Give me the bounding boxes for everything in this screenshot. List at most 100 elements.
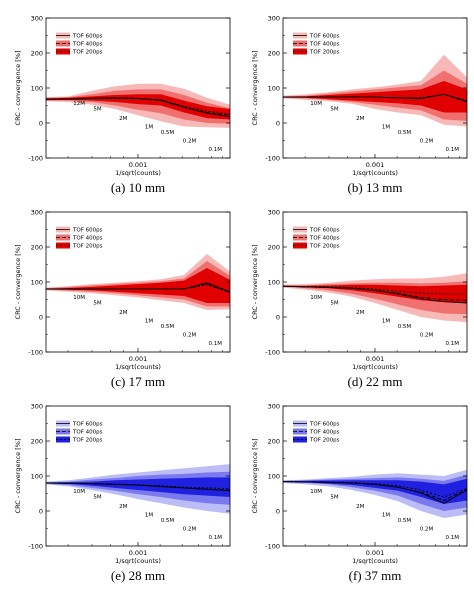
legend-swatch bbox=[293, 436, 307, 443]
y-tick-label: -100 bbox=[28, 543, 43, 551]
count-label: 5M bbox=[93, 106, 101, 112]
chart-panel-5: 300 200 100 0 -100 CRC - convergence [%] 0.001… bbox=[0, 396, 237, 592]
x-axis-label: 1/sqrt(counts) bbox=[115, 169, 161, 177]
band-tof-200ps bbox=[46, 94, 230, 120]
count-label: 2M bbox=[119, 310, 127, 316]
legend-entry: TOF 200ps bbox=[309, 438, 340, 444]
y-tick-label: 100 bbox=[31, 85, 43, 93]
x-axis-label: 1/sqrt(counts) bbox=[352, 363, 398, 371]
panel-caption: (b) 13 mm bbox=[347, 180, 403, 195]
legend-entry: TOF 400ps bbox=[72, 42, 103, 48]
count-label: 0.1M bbox=[209, 341, 223, 347]
y-tick-label: 200 bbox=[31, 438, 43, 446]
chart-svg: 300 200 100 0 -100 CRC - convergence [%] 0.001… bbox=[251, 209, 468, 371]
y-tick-label: -100 bbox=[28, 155, 43, 163]
count-label: 1M bbox=[382, 513, 390, 519]
count-label: 0.1M bbox=[209, 147, 223, 153]
count-label: 5M bbox=[93, 494, 101, 500]
legend-entry: TOF 600ps bbox=[309, 34, 340, 40]
panel-caption: (e) 28 mm bbox=[110, 568, 166, 583]
count-label: 0.2M bbox=[183, 333, 197, 339]
legend-entry: TOF 400ps bbox=[309, 236, 340, 242]
x-tick-label: 0.001 bbox=[129, 355, 148, 363]
count-label: 1M bbox=[145, 125, 153, 131]
count-label: 0.2M bbox=[420, 333, 434, 339]
x-axis-label: 1/sqrt(counts) bbox=[352, 169, 398, 177]
panel-caption: (f) 37 mm bbox=[348, 568, 402, 583]
x-axis-label: 1/sqrt(counts) bbox=[115, 557, 161, 565]
count-label: 2M bbox=[356, 116, 364, 122]
legend-entry: TOF 400ps bbox=[309, 42, 340, 48]
y-tick-label: 100 bbox=[31, 279, 43, 287]
chart-svg: 300 200 100 0 -100 CRC - convergence [%] 0.001… bbox=[14, 209, 231, 371]
panel-caption: (d) 22 mm bbox=[347, 374, 403, 389]
count-label: 1M bbox=[382, 125, 390, 131]
y-axis-label: CRC - convergence [%] bbox=[251, 439, 259, 514]
chart-panel-1: 300 200 100 0 -100 CRC - convergence [%] 0.001… bbox=[0, 8, 237, 204]
y-tick-label: 0 bbox=[39, 120, 43, 128]
count-label: 0.1M bbox=[446, 341, 460, 347]
y-axis-label: CRC - convergence [%] bbox=[14, 51, 22, 126]
chart-svg: 300 200 100 0 -100 CRC - convergence [%] 0.001… bbox=[14, 15, 231, 177]
mean-line-tof-400ps bbox=[282, 481, 468, 501]
y-axis-label: CRC - convergence [%] bbox=[251, 245, 259, 320]
y-tick-label: 300 bbox=[31, 209, 43, 217]
legend-entry: TOF 400ps bbox=[72, 430, 103, 436]
legend-entry: TOF 600ps bbox=[72, 422, 103, 428]
y-tick-label: 200 bbox=[268, 50, 280, 58]
mean-line-tof-200ps bbox=[45, 482, 231, 490]
count-label: 2M bbox=[119, 504, 127, 510]
y-tick-label: 100 bbox=[31, 473, 43, 481]
y-tick-label: 0 bbox=[39, 314, 43, 322]
legend-entry: TOF 600ps bbox=[309, 422, 340, 428]
mean-line-tof-200ps bbox=[282, 285, 467, 295]
count-label: 5M bbox=[330, 494, 338, 500]
count-label: 2M bbox=[356, 310, 364, 316]
mean-line-tof-200ps bbox=[45, 98, 231, 115]
y-tick-label: 300 bbox=[268, 403, 280, 411]
y-axis-label: CRC - convergence [%] bbox=[14, 439, 22, 514]
count-label: 0.1M bbox=[446, 147, 460, 153]
count-label: 0.5M bbox=[398, 324, 412, 330]
legend-entry: TOF 200ps bbox=[72, 438, 103, 444]
y-tick-label: 300 bbox=[268, 15, 280, 23]
count-label: 0.5M bbox=[161, 324, 175, 330]
y-tick-label: 0 bbox=[276, 508, 280, 516]
count-label: 10M bbox=[310, 101, 322, 107]
y-tick-label: 300 bbox=[268, 209, 280, 217]
legend-swatch bbox=[56, 436, 70, 443]
x-tick-label: 0.001 bbox=[129, 161, 148, 169]
count-label: 10M bbox=[310, 295, 322, 301]
y-tick-label: 200 bbox=[31, 244, 43, 252]
count-label: 1M bbox=[145, 513, 153, 519]
chart-panel-6: 300 200 100 0 -100 CRC - convergence [%] 0.001… bbox=[237, 396, 474, 592]
chart-panel-4: 300 200 100 0 -100 CRC - convergence [%] 0.001… bbox=[237, 202, 474, 398]
chart-panel-3: 300 200 100 0 -100 CRC - convergence [%] 0.001… bbox=[0, 202, 237, 398]
count-label: 0.5M bbox=[161, 130, 175, 136]
count-label: 0.5M bbox=[161, 518, 175, 524]
mean-line-tof-200ps bbox=[283, 93, 468, 102]
y-tick-label: -100 bbox=[265, 349, 280, 357]
legend-swatch bbox=[293, 48, 307, 55]
count-label: 0.2M bbox=[183, 527, 197, 533]
x-tick-label: 0.001 bbox=[366, 161, 385, 169]
y-tick-label: 100 bbox=[268, 279, 280, 287]
legend-entry: TOF 200ps bbox=[309, 50, 340, 56]
count-label: 0.1M bbox=[446, 535, 460, 541]
y-tick-label: -100 bbox=[265, 155, 280, 163]
y-tick-label: 100 bbox=[268, 85, 280, 93]
band-tof-200ps bbox=[46, 268, 230, 303]
chart-svg: 300 200 100 0 -100 CRC - convergence [%] 0.001… bbox=[251, 403, 468, 565]
band-tof-200ps bbox=[46, 477, 230, 497]
y-tick-label: 200 bbox=[268, 438, 280, 446]
x-tick-label: 0.001 bbox=[366, 549, 385, 557]
y-tick-label: 0 bbox=[276, 120, 280, 128]
mean-line-tof-200ps bbox=[46, 284, 231, 293]
y-tick-label: 0 bbox=[276, 314, 280, 322]
legend-entry: TOF 600ps bbox=[72, 228, 103, 234]
count-label: 2M bbox=[119, 116, 127, 122]
count-label: 0.2M bbox=[420, 527, 434, 533]
y-tick-label: 200 bbox=[31, 50, 43, 58]
legend-entry: TOF 400ps bbox=[72, 236, 103, 242]
panel-caption: (a) 10 mm bbox=[110, 180, 166, 195]
